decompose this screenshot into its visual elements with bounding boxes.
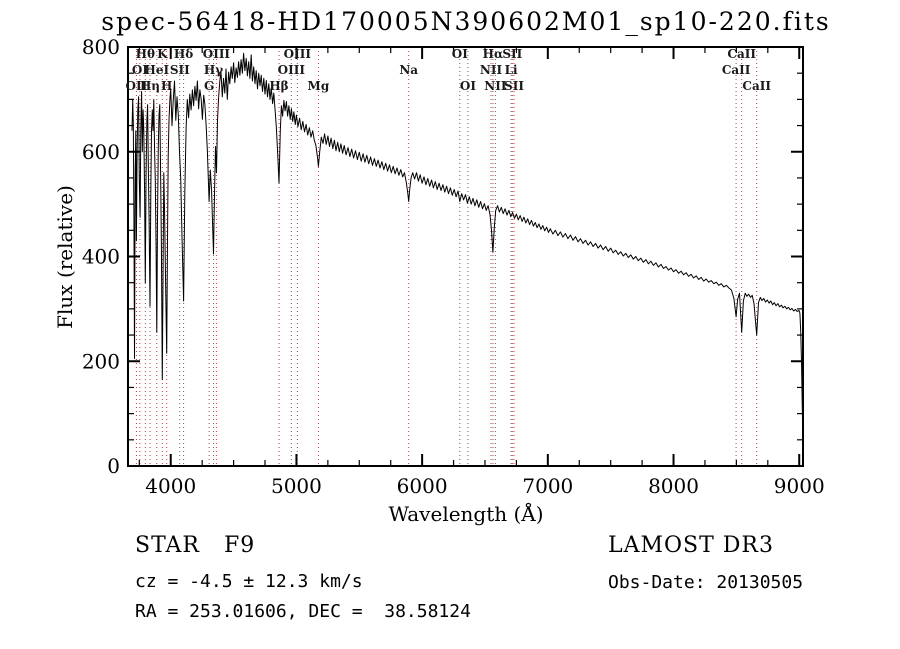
spectral-line-label: HeI bbox=[145, 63, 170, 77]
spectral-line-label: CaII bbox=[722, 63, 751, 77]
chart-layer: 4000 5000 6000 7000 8000 9000 0 200 400 600 800 Hθ K… bbox=[82, 35, 825, 498]
spectral-line-label: G bbox=[204, 79, 214, 93]
x-tick-label: 6000 bbox=[397, 474, 448, 498]
spectral-line-label: CaII bbox=[727, 47, 756, 61]
spectral-line-label: Hγ bbox=[204, 63, 223, 77]
spectral-line-label: NII bbox=[480, 63, 503, 77]
y-axis-title: Flux (relative) bbox=[53, 185, 77, 329]
x-tick-label: 5000 bbox=[271, 474, 322, 498]
classification-label: STAR F9 bbox=[135, 533, 256, 558]
x-axis-title: Wavelength (Å) bbox=[388, 501, 543, 526]
x-tick-label: 4000 bbox=[145, 474, 196, 498]
spectrum-trace bbox=[131, 52, 804, 446]
plot-title: spec-56418-HD170005N390602M01_sp10-220.f… bbox=[101, 7, 830, 36]
y-tick-label: 0 bbox=[107, 454, 120, 478]
ra-dec-value: RA = 253.01606, DEC = 38.58124 bbox=[135, 601, 471, 622]
spectral-line-label: Hα bbox=[483, 47, 504, 61]
spectral-line-label: Mg bbox=[308, 79, 330, 93]
spectral-line-label: OIII bbox=[278, 63, 306, 77]
spectral-line-label: H bbox=[161, 79, 172, 93]
spectral-line-label: OI bbox=[452, 47, 468, 61]
y-tick-label: 800 bbox=[82, 35, 120, 59]
spectral-line-label: OII bbox=[126, 79, 148, 93]
x-tick-label: 8000 bbox=[648, 474, 699, 498]
cz-value: cz = -4.5 ± 12.3 km/s bbox=[135, 571, 363, 592]
spectral-line-label: Hδ bbox=[174, 47, 193, 61]
spectral-line-label: Li bbox=[505, 63, 518, 77]
spectral-line-label: OIII bbox=[203, 47, 231, 61]
survey-label: LAMOST DR3 bbox=[608, 533, 774, 558]
spectral-line-label: Hθ bbox=[136, 47, 155, 61]
spectral-line-label: NII bbox=[484, 79, 507, 93]
spectral-line-label: OI bbox=[132, 63, 148, 77]
y-tick-label: 200 bbox=[82, 349, 120, 373]
spectral-line-label: K bbox=[157, 47, 168, 61]
spectral-line-label: SII bbox=[170, 63, 190, 77]
spectral-line-label: Hη bbox=[140, 79, 160, 93]
spectral-line-label: Hβ bbox=[269, 79, 288, 93]
y-tick-label: 600 bbox=[82, 140, 120, 164]
axes-box bbox=[127, 46, 804, 467]
spectral-line-label: SII bbox=[502, 47, 522, 61]
spectral-line-label: CaII bbox=[742, 79, 771, 93]
spectral-line-label: Na bbox=[399, 63, 418, 77]
y-tick-label: 400 bbox=[82, 245, 120, 269]
x-tick-label: 7000 bbox=[522, 474, 573, 498]
x-tick-label: 9000 bbox=[774, 474, 825, 498]
obs-date: Obs-Date: 20130505 bbox=[608, 572, 804, 593]
spectral-line-label: OI bbox=[460, 79, 476, 93]
spectral-line-label: SII bbox=[504, 79, 524, 93]
spectral-line-label: OIII bbox=[284, 47, 312, 61]
